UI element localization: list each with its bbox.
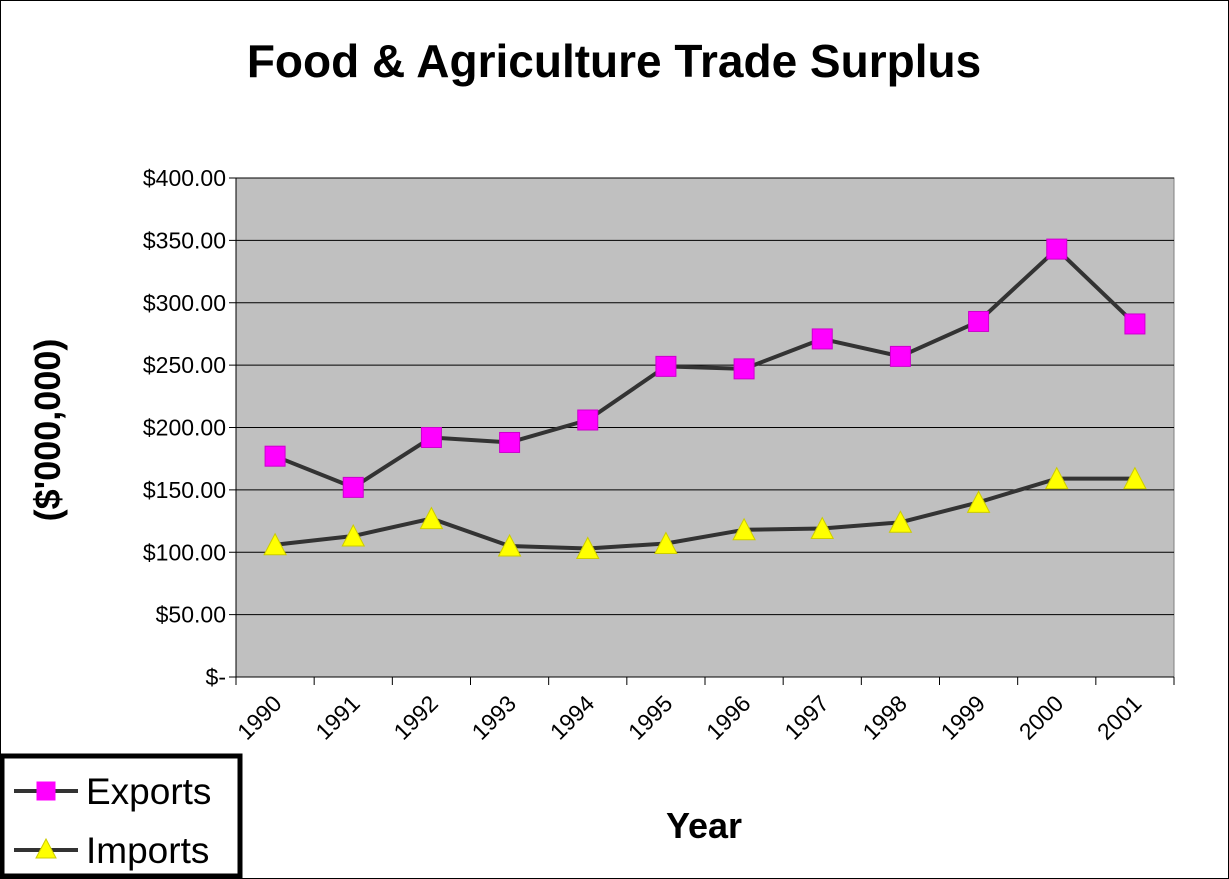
y-tick-label: $150.00 — [143, 477, 226, 503]
y-tick-label: $- — [206, 664, 226, 690]
y-tick-label: $200.00 — [143, 415, 226, 441]
imports-marker — [263, 532, 287, 556]
y-tick-label: $300.00 — [143, 290, 226, 316]
exports-marker — [655, 355, 677, 377]
series-group — [263, 238, 1147, 560]
exports-marker — [499, 431, 521, 453]
imports-marker — [810, 516, 835, 540]
series-line-imports — [274, 476, 1135, 551]
exports-marker — [264, 445, 286, 467]
exports-marker — [577, 409, 599, 431]
y-tick-label: $400.00 — [143, 165, 226, 191]
chart-title: Food & Agriculture Trade Surplus — [247, 35, 981, 87]
exports-marker — [889, 345, 911, 367]
y-axis-title: ($'000,000) — [27, 339, 68, 522]
imports-marker — [419, 506, 444, 530]
imports-marker — [654, 531, 678, 555]
imports-marker — [1123, 466, 1147, 490]
imports-marker — [732, 517, 756, 541]
y-tick-label: $250.00 — [143, 352, 226, 378]
legend-imports-label: Imports — [86, 830, 209, 871]
series-line-exports — [274, 247, 1137, 490]
legend-imports-marker — [35, 837, 57, 859]
imports-marker — [575, 536, 600, 560]
imports-marker — [1044, 466, 1069, 490]
exports-marker — [342, 476, 364, 498]
exports-marker — [1124, 313, 1146, 335]
gridlines — [236, 177, 1174, 616]
imports-marker — [341, 523, 366, 547]
legend-exports-label: Exports — [86, 771, 211, 812]
exports-marker — [420, 426, 442, 448]
imports-marker — [966, 490, 991, 513]
y-tick-label: $100.00 — [143, 539, 226, 565]
legend-exports-marker — [36, 781, 56, 801]
exports-marker — [733, 358, 755, 380]
imports-marker — [497, 533, 522, 557]
exports-marker — [968, 310, 990, 332]
exports-marker — [811, 328, 833, 350]
legend: Exports Imports — [0, 753, 243, 879]
imports-marker — [888, 510, 913, 533]
y-tick-label: $50.00 — [156, 602, 226, 628]
exports-marker — [1046, 238, 1068, 260]
y-tick-label: $350.00 — [143, 227, 226, 253]
x-axis-title: Year — [666, 805, 742, 846]
